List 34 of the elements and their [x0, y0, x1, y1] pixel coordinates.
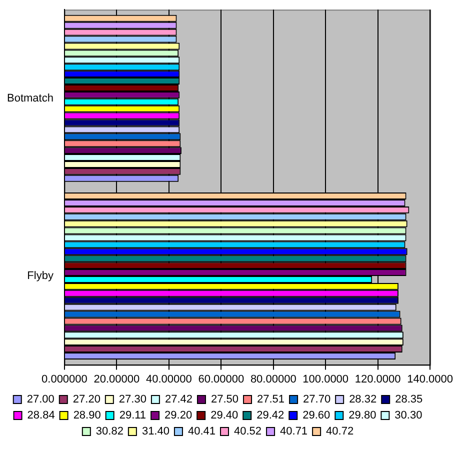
- x-tick-label: 20.00000: [94, 373, 140, 386]
- legend-label: 27.70: [303, 394, 331, 406]
- legend-label: 27.30: [118, 394, 146, 406]
- legend-label: 27.00: [26, 394, 54, 406]
- x-tick-label: 0.000000: [42, 373, 88, 386]
- legend-label: 28.32: [349, 394, 377, 406]
- legend-label: 29.11: [119, 410, 146, 422]
- x-tick-label: 60.00000: [198, 373, 244, 386]
- legend-label: 28.35: [395, 394, 423, 406]
- y-tick-label: Botmatch: [6, 92, 54, 104]
- legend-label: 29.40: [210, 410, 238, 422]
- y-tick-label: Flyby: [27, 270, 54, 282]
- legend-label: 27.42: [164, 394, 192, 406]
- x-tick-label: 40.00000: [146, 373, 192, 386]
- legend-label: 29.20: [164, 410, 192, 422]
- legend-label: 30.82: [96, 426, 124, 438]
- legend-label: 28.90: [73, 410, 101, 422]
- legend-label: 29.80: [348, 410, 376, 422]
- legend-label: 40.41: [188, 426, 216, 438]
- legend-label: 30.30: [394, 410, 422, 422]
- legend-label: 40.52: [234, 426, 262, 438]
- x-tick-label: 140.0000: [407, 373, 454, 386]
- legend-label: 27.51: [257, 394, 285, 406]
- legend-label: 27.50: [210, 394, 239, 406]
- legend-label: 31.40: [142, 426, 170, 438]
- x-tick-label: 80.00000: [250, 373, 296, 386]
- x-tick-label: 120.0000: [354, 373, 401, 386]
- x-tick-label: 100.0000: [302, 373, 349, 386]
- legend-label: 29.60: [302, 410, 330, 422]
- legend-label: 28.84: [27, 410, 55, 422]
- legend-label: 40.71: [280, 426, 308, 438]
- legend-label: 29.42: [256, 410, 284, 422]
- legend-label: 27.20: [72, 394, 100, 406]
- legend-label: 40.72: [326, 426, 354, 438]
